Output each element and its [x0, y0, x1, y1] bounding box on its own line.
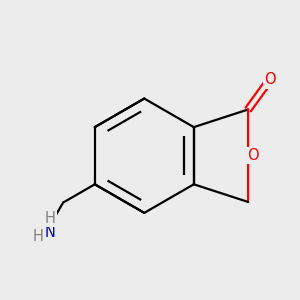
Text: O: O: [247, 148, 259, 163]
Text: N: N: [45, 225, 56, 240]
Text: H: H: [32, 230, 44, 244]
Text: O: O: [264, 72, 275, 87]
Text: H: H: [45, 211, 56, 226]
